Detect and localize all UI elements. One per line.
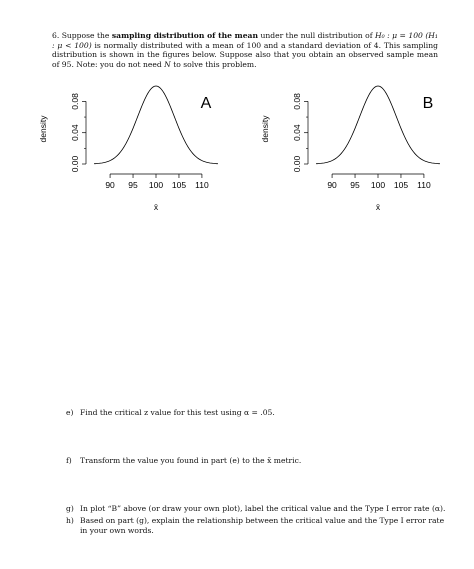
x-tick-label: 90 (105, 180, 115, 190)
x-axis-label: x̄ (376, 202, 381, 212)
question-label: g) (66, 504, 74, 513)
problem-mid: under the null distribution of (260, 31, 373, 40)
x-tick-label: 100 (149, 180, 163, 190)
problem-statement: 6. Suppose the sampling distribution of … (52, 31, 438, 69)
y-tick-label: 0.08 (292, 93, 302, 110)
question-text: Find the critical z value for this test … (80, 408, 275, 417)
question-label: h) (66, 516, 74, 525)
x-axis-label: x̄ (154, 202, 159, 212)
problem-number: 6. (52, 31, 60, 40)
x-tick-label: 110 (195, 180, 209, 190)
density-curve (315, 85, 441, 165)
question-text: In plot “B” above (or draw your own plot… (80, 504, 446, 513)
null-hypothesis: H₀ : μ = 100 (374, 31, 423, 40)
question-text: Based on part (g), explain the relations… (80, 516, 445, 535)
x-tick-label: 100 (371, 180, 385, 190)
x-tick-label: 90 (327, 180, 337, 190)
problem-emphasis: sampling distribution of the mean (111, 31, 258, 40)
y-axis-label: density (260, 115, 270, 143)
y-tick-label: 0.04 (292, 124, 302, 141)
y-tick-label: 0.04 (70, 124, 80, 141)
x-tick-label: 110 (417, 180, 431, 190)
y-tick-label: 0.00 (292, 155, 302, 172)
x-tick-label: 95 (350, 180, 360, 190)
panel-letter: A (201, 95, 212, 112)
panel-letter: B (423, 95, 434, 112)
plot-a: 0.00 0.04 0.08 density 90 95 100 105 110 x̄ A (28, 76, 228, 216)
problem-rest: is normally distributed with a mean of 1… (52, 40, 438, 69)
plot-b: 0.00 0.04 0.08 density 90 95 100 105 110 x̄ B (250, 76, 450, 216)
alt-hypothesis: (H₁ : μ < 100) (52, 31, 438, 50)
problem-intro: Suppose the (61, 31, 110, 40)
density-curve (93, 85, 219, 165)
plot-b-svg: 0.00 0.04 0.08 density 90 95 100 105 110 x̄ B (260, 85, 441, 212)
question-text: Transform the value you found in part (e… (80, 456, 302, 465)
y-axis-label: density (38, 115, 48, 143)
x-tick-label: 105 (394, 180, 408, 190)
y-tick-label: 0.08 (70, 93, 80, 110)
problem-end: to solve this problem. (173, 59, 257, 69)
sample-size-var: N (164, 59, 171, 69)
question-label: f) (66, 456, 72, 465)
plot-a-svg: 0.00 0.04 0.08 density 90 95 100 105 110 x̄ A (38, 85, 219, 212)
x-tick-label: 95 (128, 180, 138, 190)
y-tick-label: 0.00 (70, 155, 80, 172)
question-label: e) (66, 408, 74, 417)
x-tick-label: 105 (172, 180, 186, 190)
